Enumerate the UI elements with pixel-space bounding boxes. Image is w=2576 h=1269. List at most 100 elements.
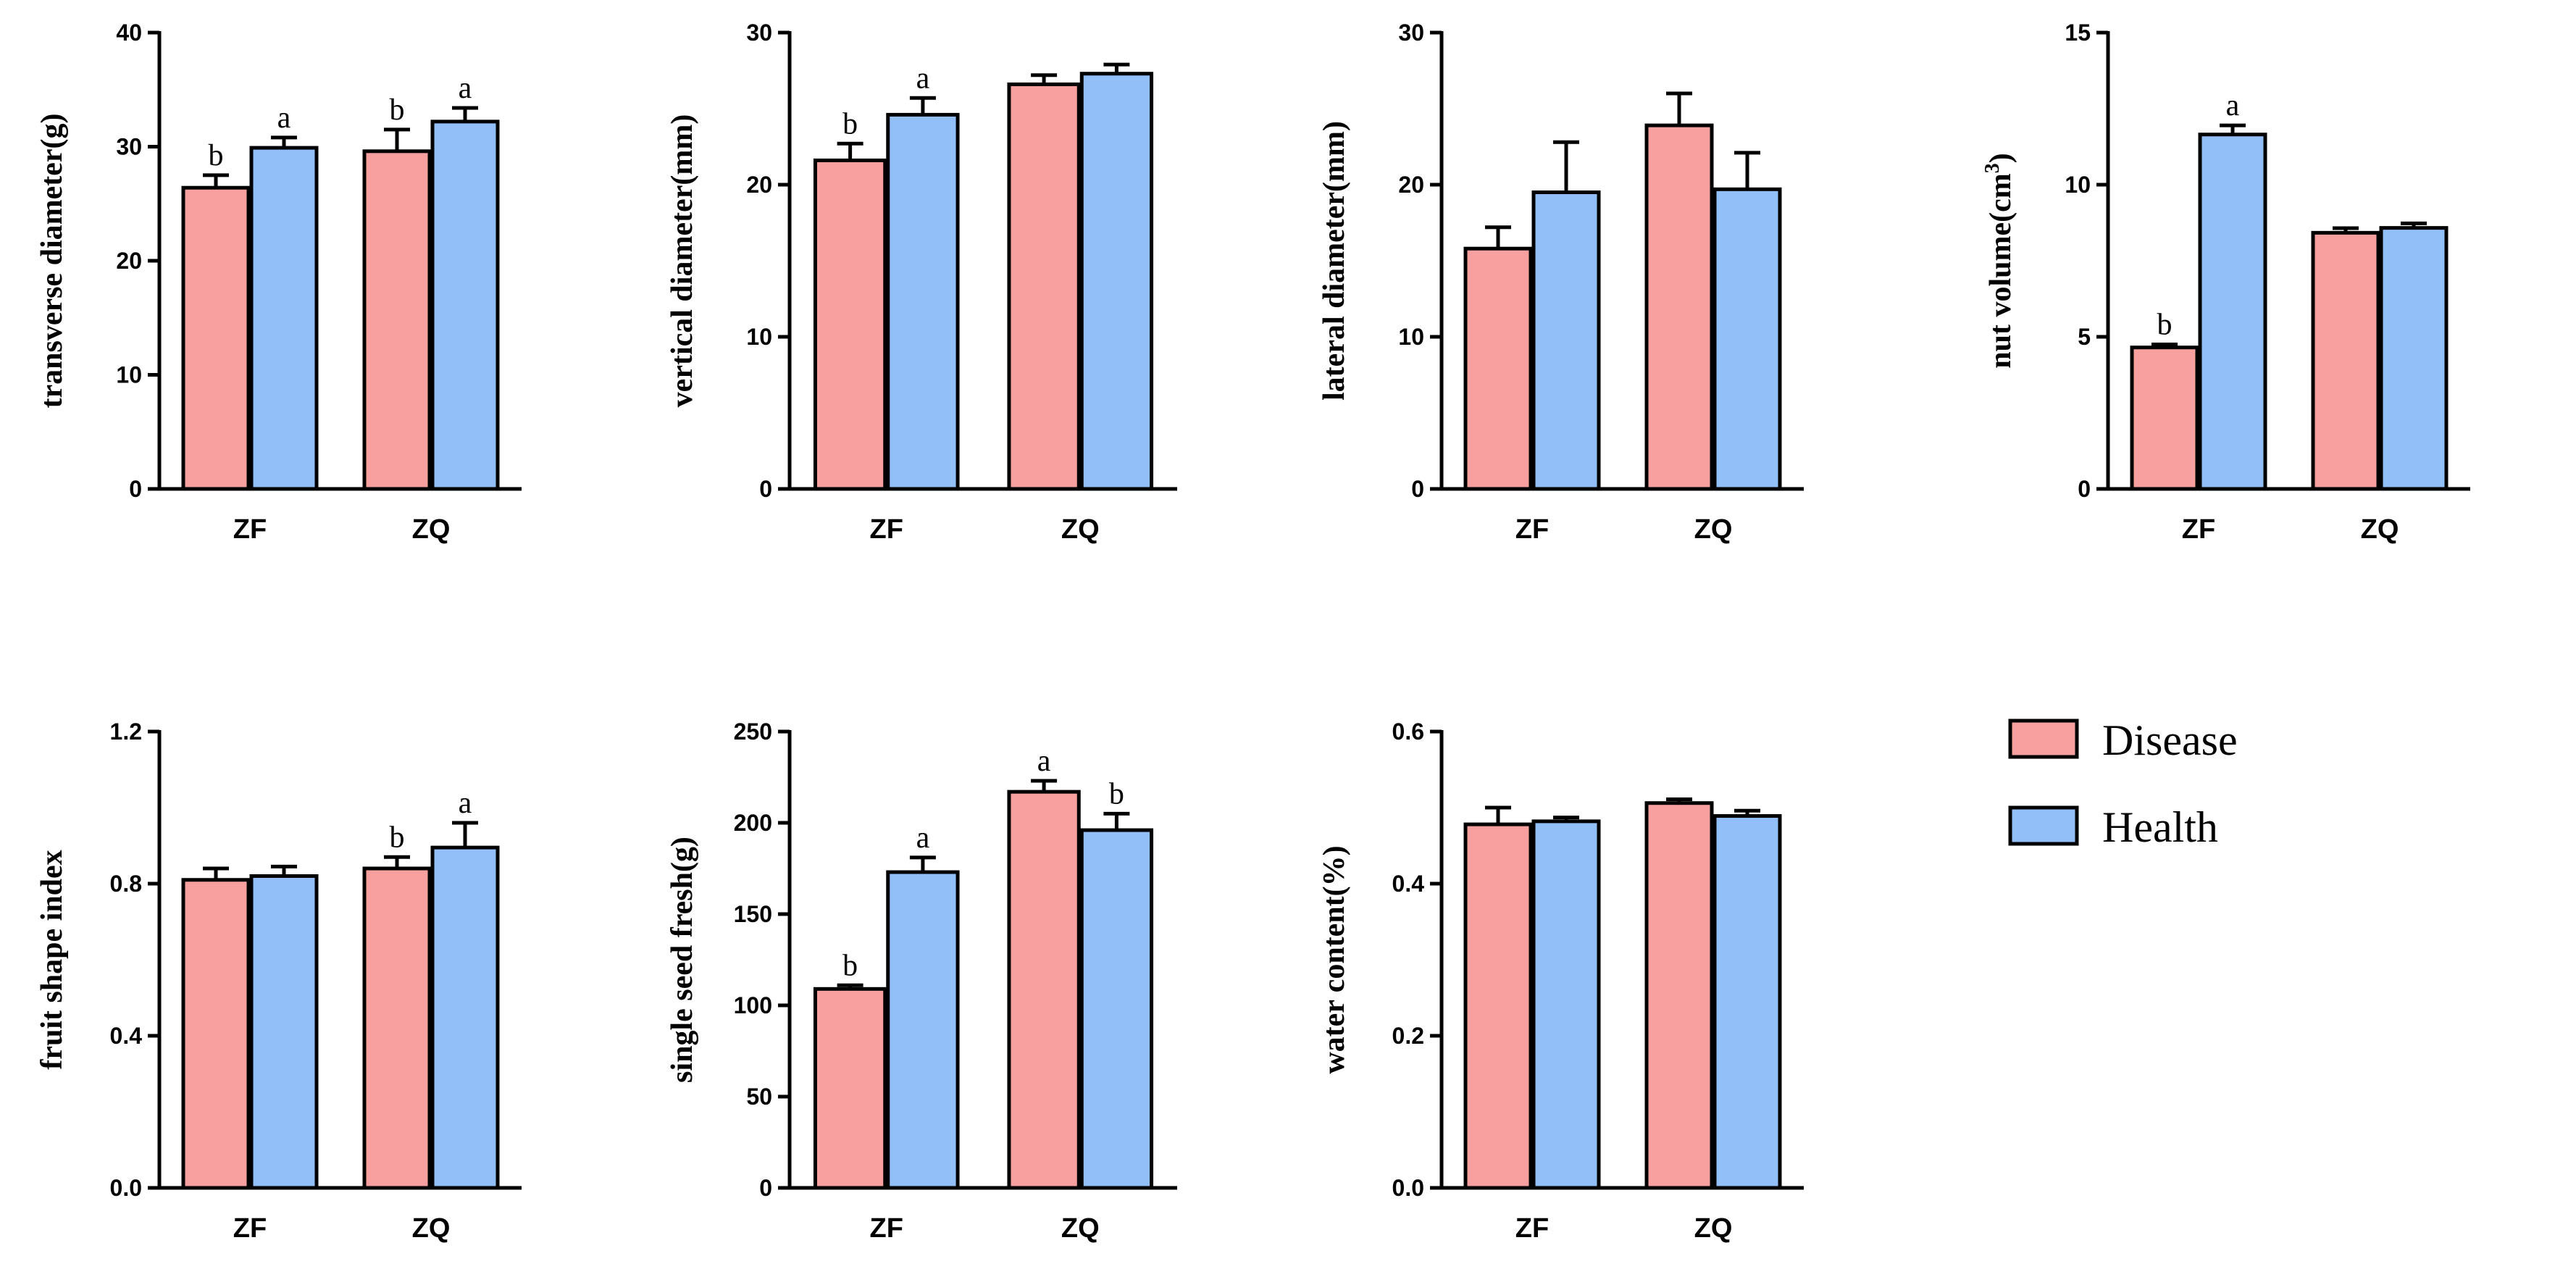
significance-label-disease-zq: b [390,821,405,854]
significance-label-disease-zf: b [2157,309,2173,342]
y-tick-label: 30 [1398,20,1424,46]
bar-health-zq [430,845,500,1190]
y-tick-label: 0.0 [110,1175,142,1201]
x-tick-label-zf: ZF [2182,514,2215,545]
legend-swatch-disease [2008,719,2079,759]
bar-health-zf [886,870,960,1190]
bar-disease-zq [1644,801,1714,1190]
chart-2: b a ZF ZQ 0 10 20 30 vertical diameter(mm) [666,20,1177,545]
y-axis-title: water content(%) [1318,845,1351,1073]
y-tick-label: 1.2 [110,719,142,745]
bar-health-zf [249,874,319,1190]
legend-item-disease: Disease [2008,716,2238,764]
y-tick-label: 150 [734,901,772,927]
x-tick-label-zq: ZQ [1061,514,1100,545]
y-tick-label: 0.0 [1392,1175,1424,1201]
significance-label-health-zf: a [916,62,930,95]
significance-label-health-zf: a [277,101,291,135]
bar-health-zf [249,146,319,491]
chart-4: b a ZF ZQ 0 5 10 15 nut volume(cm3) [1981,20,2470,545]
x-tick-label-zf: ZF [870,1213,903,1244]
bar-health-zq [1713,814,1782,1190]
significance-label-disease-zq: b [390,93,405,127]
y-tick-label: 20 [1398,172,1424,198]
y-axis-title: nut volume(cm3) [1981,153,2017,368]
y-tick-label: 40 [116,20,142,46]
x-tick-label-zq: ZQ [412,1213,451,1244]
bar-disease-zq [1007,82,1081,491]
bar-health-zq [1079,828,1154,1190]
y-axis-title-text: transverse diameter(g) [35,114,69,409]
legend-label-health: Health [2102,803,2218,851]
bar-disease-zf [181,185,251,491]
legend-item-health: Health [2008,803,2218,851]
bar-disease-zf [813,987,887,1190]
bar-health-zq [1713,187,1782,491]
significance-label-health-zq: b [1109,777,1124,811]
y-axis-title-text: water content(%) [1318,845,1351,1073]
significance-label-health-zq: a [459,787,472,820]
y-axis-title-text: nut volume(cm [1984,173,2017,368]
bar-disease-zf [813,158,887,491]
y-axis-title: transverse diameter(g) [35,114,69,409]
y-tick-label: 10 [1398,324,1424,350]
bar-disease-zq [1007,790,1081,1190]
significance-label-health-zf: a [916,821,930,855]
significance-label-health-zq: a [459,72,472,105]
bar-disease-zf [1463,822,1533,1190]
bar-health-zf [2198,133,2267,491]
bar-disease-zf [2130,345,2199,491]
y-tick-label: 100 [734,992,772,1018]
chart-3: ZF ZQ 0 10 20 30 lateral diameter(mm) [1318,20,1804,545]
bar-disease-zq [362,149,432,491]
y-axis-title: single seed fresh(g) [666,837,699,1083]
y-axis-title-text: vertical diameter(mm) [666,114,699,408]
bar-disease-zf [181,878,251,1190]
y-tick-label: 0 [2078,476,2091,502]
bar-disease-zf [1463,246,1533,491]
x-tick-label-zf: ZF [1515,514,1549,545]
y-tick-label: 0.4 [1392,871,1425,897]
x-tick-label-zq: ZQ [1694,514,1733,545]
legend-label-disease: Disease [2102,716,2238,764]
y-tick-label: 30 [116,134,142,160]
y-tick-label: 20 [746,172,772,198]
y-tick-label: 10 [746,324,772,350]
y-tick-label: 0.8 [110,871,142,897]
y-tick-label: 0.2 [1392,1023,1424,1049]
significance-label-health-zf: a [2226,89,2240,122]
bar-disease-zq [1644,123,1714,491]
x-tick-label-zf: ZF [233,1213,267,1244]
y-axis-title: fruit shape index [35,850,69,1069]
chart-7: ZF ZQ 0.0 0.2 0.4 0.6 water content(%) [1318,719,1804,1244]
y-tick-label: 250 [734,719,772,745]
legend-swatch-health [2008,805,2079,846]
y-tick-label: 20 [116,248,142,274]
y-axis-title-text: lateral diameter(mm) [1318,121,1351,401]
x-tick-label-zq: ZQ [1061,1213,1100,1244]
bar-health-zf [1531,190,1601,491]
bar-disease-zq [362,866,432,1190]
y-axis-title-superscript: 3 [1981,163,2004,173]
bar-health-zq [430,120,500,491]
y-axis-title: vertical diameter(mm) [666,114,699,408]
y-tick-label: 15 [2065,20,2091,46]
x-tick-label-zq: ZQ [412,514,451,545]
significance-label-disease-zf: b [842,107,858,141]
y-tick-label: 0 [759,1175,772,1201]
y-tick-label: 0 [1411,476,1424,502]
chart-6: b a ZF a b ZQ 0 50 100 150 200 250 single seed fresh… [666,719,1177,1244]
y-tick-label: 200 [734,810,772,836]
bar-health-zf [1531,819,1601,1190]
y-axis-title-close: ) [1984,153,2017,163]
y-axis-title: lateral diameter(mm) [1318,121,1351,401]
chart-5: ZF b a ZQ 0.0 0.4 0.8 1.2 fruit shape index [35,719,522,1244]
significance-label-disease-zq: a [1037,745,1051,778]
x-tick-label-zf: ZF [233,514,267,545]
x-tick-label-zq: ZQ [2361,514,2399,545]
legend: Disease Health [2008,716,2238,851]
y-axis-title-text: single seed fresh(g) [666,837,699,1083]
x-tick-label-zf: ZF [1515,1213,1549,1244]
